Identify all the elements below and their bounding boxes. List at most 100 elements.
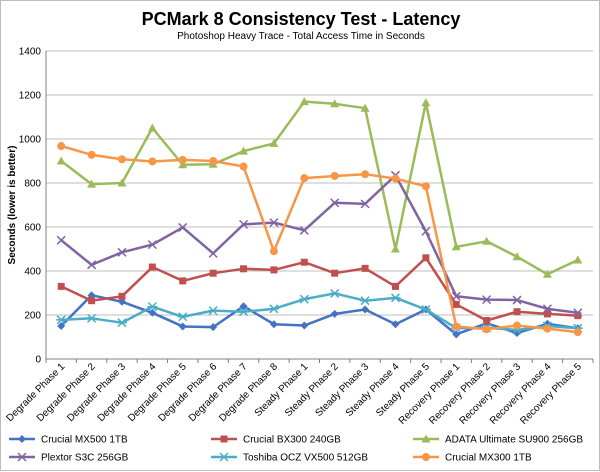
data-point [300, 258, 308, 266]
data-point [208, 306, 219, 316]
data-point [209, 323, 218, 332]
data-point [542, 304, 552, 314]
x-tick-label: Steady Phase 4 [344, 361, 402, 419]
x-tick-label: Steady Phase 5 [374, 361, 432, 419]
data-point [329, 288, 340, 298]
data-point [299, 225, 309, 235]
data-point [543, 310, 551, 318]
data-point [148, 263, 156, 271]
x-tick-label: Steady Phase 3 [313, 361, 371, 419]
legend-item: Crucial MX300 1TB [413, 453, 532, 464]
data-point [330, 198, 340, 208]
data-point [300, 174, 309, 183]
data-point [391, 282, 399, 290]
data-point [451, 242, 461, 251]
legend-label: Plextor S3C 256GB [41, 453, 129, 464]
series-line [60, 256, 578, 322]
y-tick-label: 1200 [19, 91, 42, 102]
data-point [512, 252, 522, 261]
data-point [361, 264, 369, 272]
data-point [209, 157, 218, 165]
data-point [148, 157, 157, 166]
legend-item: Crucial BX300 240GB [211, 435, 341, 446]
data-point [270, 266, 278, 274]
legend-swatch-marker [220, 435, 228, 443]
data-point [239, 162, 248, 171]
data-point [330, 309, 339, 318]
data-point [451, 291, 461, 301]
legend-label: Toshiba OCZ VX500 512GB [243, 453, 368, 464]
y-tick-label: 1400 [19, 47, 42, 58]
data-point [482, 325, 491, 334]
data-point [238, 307, 249, 317]
data-point [57, 142, 66, 151]
data-point [512, 295, 522, 305]
data-point [147, 123, 157, 132]
data-point [87, 260, 97, 270]
data-point [179, 277, 187, 285]
data-point [330, 99, 340, 108]
data-point [147, 302, 158, 312]
data-point [177, 312, 188, 322]
data-point [452, 330, 461, 339]
data-point [360, 103, 370, 112]
data-point [178, 222, 188, 232]
series-line [60, 174, 578, 315]
data-point [56, 156, 66, 165]
data-point [513, 321, 522, 330]
legend-label: ADATA Ultimate SU900 256GB [445, 435, 583, 446]
chart-subtitle: Photoshop Heavy Trace - Total Access Tim… [177, 31, 425, 42]
data-point [482, 295, 492, 305]
y-tick-label: 600 [24, 223, 41, 234]
data-point [86, 313, 97, 323]
data-point [178, 160, 188, 169]
data-point [148, 308, 157, 317]
legend-swatch-marker [18, 435, 26, 443]
data-point [116, 318, 127, 328]
data-point [331, 269, 339, 277]
data-point [299, 294, 310, 304]
legend-swatch-marker [17, 452, 27, 462]
data-point [87, 150, 96, 159]
data-point [483, 317, 491, 324]
data-point [239, 146, 249, 155]
data-point [178, 322, 187, 331]
data-point [209, 269, 217, 277]
data-point [57, 322, 66, 330]
data-point [117, 247, 127, 257]
chart-title: PCMark 8 Consistency Test - Latency [142, 9, 461, 29]
data-point [542, 269, 552, 278]
legend-swatch-marker [422, 453, 430, 461]
data-point [452, 300, 460, 308]
data-point [117, 155, 126, 164]
data-point [482, 236, 492, 245]
data-point [208, 248, 218, 258]
data-point [118, 292, 126, 300]
data-point [391, 174, 400, 183]
data-point [240, 265, 248, 273]
data-point [574, 312, 582, 320]
data-point [147, 240, 157, 250]
data-point [573, 255, 583, 264]
legend-swatch-marker [219, 452, 229, 462]
data-point [238, 219, 249, 229]
data-point [421, 226, 431, 236]
data-point [56, 315, 67, 325]
data-point [330, 171, 339, 180]
legend-label: Crucial BX300 240GB [243, 435, 341, 446]
data-point [56, 235, 66, 245]
data-point [117, 178, 127, 187]
data-point [88, 297, 96, 305]
series-line [60, 100, 579, 276]
data-point [360, 296, 371, 306]
legend-item: Plextor S3C 256GB [9, 452, 129, 464]
data-point [300, 321, 309, 330]
data-point [390, 293, 401, 303]
data-point [87, 179, 97, 188]
legend: Crucial MX500 1TB Crucial BX300 240GB ADAT… [9, 434, 583, 464]
legend-label: Crucial MX300 1TB [445, 453, 532, 464]
legend-label: Crucial MX500 1TB [41, 435, 128, 446]
y-tick-label: 0 [35, 355, 41, 366]
data-point [268, 304, 279, 314]
